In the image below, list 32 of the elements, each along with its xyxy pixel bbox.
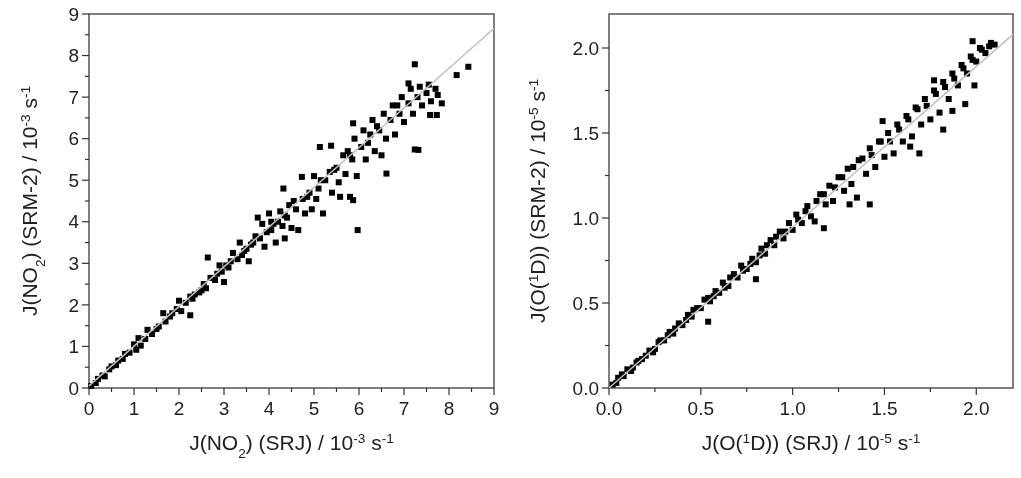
y-tick-label: 3 bbox=[68, 252, 79, 274]
x-tick-label: 1 bbox=[128, 398, 140, 419]
y-tick-label: 0.0 bbox=[572, 377, 599, 399]
y-tick-label: 2.0 bbox=[572, 37, 599, 59]
y-tick-label: 9 bbox=[68, 3, 79, 25]
y-tick-label: 5 bbox=[68, 169, 79, 191]
x-tick-label: 2 bbox=[173, 398, 185, 419]
y-tick-label: 8 bbox=[68, 45, 79, 67]
x-tick-label: 9 bbox=[488, 398, 500, 419]
y-tick-label: 0.5 bbox=[572, 292, 599, 314]
x-tick-label: 5 bbox=[308, 398, 320, 419]
x-tick-label: 1.0 bbox=[779, 398, 806, 419]
x-tick-label: 0.0 bbox=[595, 398, 623, 419]
y-tick-label: 6 bbox=[68, 128, 79, 150]
x-tick-label: 0.5 bbox=[687, 398, 715, 419]
y-tick-label: 4 bbox=[68, 211, 80, 233]
x-tick-label: 6 bbox=[353, 398, 365, 419]
x-axis-title: J(O($^{1}$D)) (SRJ) / 10$^{-5}$ s$^{-1}$ bbox=[701, 430, 921, 454]
x-tick-label: 8 bbox=[443, 398, 455, 419]
y-tick-label: 0 bbox=[68, 377, 79, 399]
y-tick-label: 1.5 bbox=[572, 122, 599, 144]
x-tick-label: 1.5 bbox=[871, 398, 898, 419]
x-tick-label: 0 bbox=[83, 398, 95, 419]
y-tick-label: 7 bbox=[68, 86, 79, 108]
y-tick-label: 1.0 bbox=[572, 207, 599, 229]
x-tick-label: 4 bbox=[263, 398, 275, 419]
y-tick-label: 2 bbox=[68, 294, 79, 316]
x-tick-label: 3 bbox=[218, 398, 230, 419]
x-axis-title: J(NO$_{2}$) (SRJ) / 10$^{-3}$ s$^{-1}$ bbox=[189, 430, 394, 461]
y-tick-label: 1 bbox=[68, 336, 79, 358]
x-tick-label: 7 bbox=[398, 398, 410, 419]
x-tick-label: 2.0 bbox=[963, 398, 990, 419]
